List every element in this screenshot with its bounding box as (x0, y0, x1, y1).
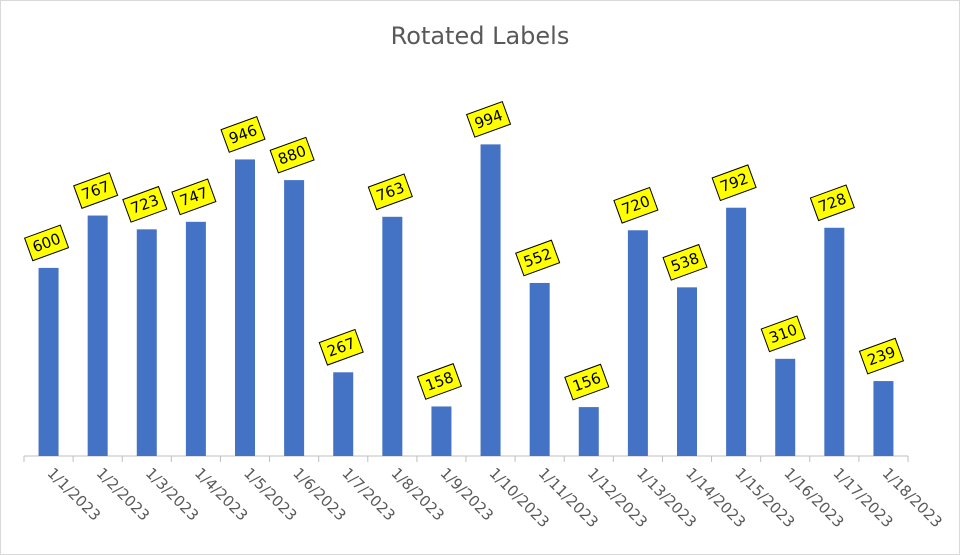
data-label-box (416, 363, 463, 400)
data-label-box (73, 172, 119, 209)
bar (382, 216, 403, 456)
data-label-box (711, 164, 757, 202)
data-label: 747 (171, 178, 217, 216)
bar (235, 159, 255, 456)
data-label-box (809, 184, 855, 222)
data-label: 239 (858, 337, 905, 375)
data-label: 994 (465, 100, 512, 138)
bar (38, 267, 59, 456)
data-label-text: 538 (668, 249, 701, 276)
x-tick-label: 1/3/2023 (142, 464, 202, 524)
data-label-text: 792 (718, 169, 751, 196)
bar (578, 407, 599, 456)
x-tick-label: 1/1/2023 (44, 464, 104, 524)
x-tick-label: 1/9/2023 (437, 464, 497, 524)
x-tick-label: 1/5/2023 (240, 464, 300, 524)
data-label: 946 (220, 116, 266, 153)
data-label-text: 767 (79, 177, 112, 204)
data-label-box (269, 136, 315, 174)
data-label-box (220, 116, 266, 153)
data-label: 792 (711, 164, 757, 202)
bar (480, 144, 501, 457)
data-label-box (858, 337, 905, 375)
bar (627, 230, 648, 456)
data-label-box (23, 224, 70, 262)
data-label: 728 (809, 184, 855, 222)
data-label-box (465, 100, 512, 138)
x-axis-ticks (23, 456, 909, 462)
data-label-box (760, 315, 806, 353)
data-label-box (613, 186, 659, 224)
bar (824, 227, 845, 456)
data-label-text: 747 (177, 183, 210, 210)
data-label: 600 (23, 224, 70, 262)
data-label-box (367, 173, 413, 211)
data-label-text: 720 (619, 192, 652, 219)
x-axis-labels: 1/1/20231/2/20231/3/20231/4/20231/5/2023… (44, 464, 946, 531)
data-label: 767 (73, 172, 119, 209)
bars (38, 144, 894, 457)
bar (333, 372, 354, 456)
data-label-text: 158 (423, 368, 456, 395)
data-label-text: 310 (767, 320, 800, 347)
data-label-text: 239 (865, 343, 898, 370)
data-label: 267 (318, 328, 364, 366)
data-label-text: 994 (472, 106, 505, 133)
bar (284, 180, 305, 456)
data-labels: 600 767 723 747 946 880 267 763 158 994 552 156 720 5… (23, 100, 905, 401)
data-label: 310 (760, 315, 806, 353)
bar (677, 287, 697, 456)
data-label-box (515, 239, 561, 277)
data-label: 538 (662, 243, 708, 281)
bar (873, 381, 894, 456)
data-label-box (318, 328, 364, 366)
data-label-text: 267 (325, 334, 358, 361)
bar (775, 358, 796, 456)
x-tick-label: 1/2/2023 (93, 464, 153, 524)
x-tick-label: 1/8/2023 (388, 464, 448, 524)
data-label-box (171, 178, 217, 216)
x-tick-label: 1/4/2023 (191, 464, 251, 524)
data-label: 156 (564, 363, 610, 401)
bar (726, 207, 747, 456)
data-label-text: 723 (128, 191, 161, 218)
bar (136, 229, 157, 456)
data-label-text: 728 (816, 189, 849, 216)
data-label-text: 763 (374, 178, 407, 205)
data-label: 723 (122, 185, 168, 223)
bar (431, 406, 452, 456)
data-label: 720 (613, 186, 659, 224)
data-label: 880 (269, 136, 315, 174)
data-label: 763 (367, 173, 413, 211)
data-label-text: 552 (521, 245, 554, 272)
x-tick-label: 1/6/2023 (289, 464, 349, 524)
bar (185, 221, 206, 456)
data-label-box (122, 185, 168, 223)
chart-title: Rotated Labels (390, 22, 570, 50)
data-label-box (662, 243, 708, 281)
data-label-text: 880 (276, 142, 309, 169)
x-tick-label: 1/7/2023 (338, 464, 398, 524)
bar (529, 282, 550, 456)
data-label: 552 (515, 239, 561, 277)
data-label: 158 (416, 363, 463, 400)
data-label-box (564, 363, 610, 401)
data-label-text: 600 (30, 230, 63, 257)
data-label-text: 156 (570, 369, 603, 396)
data-label-text: 946 (226, 121, 259, 148)
bar (87, 215, 108, 456)
